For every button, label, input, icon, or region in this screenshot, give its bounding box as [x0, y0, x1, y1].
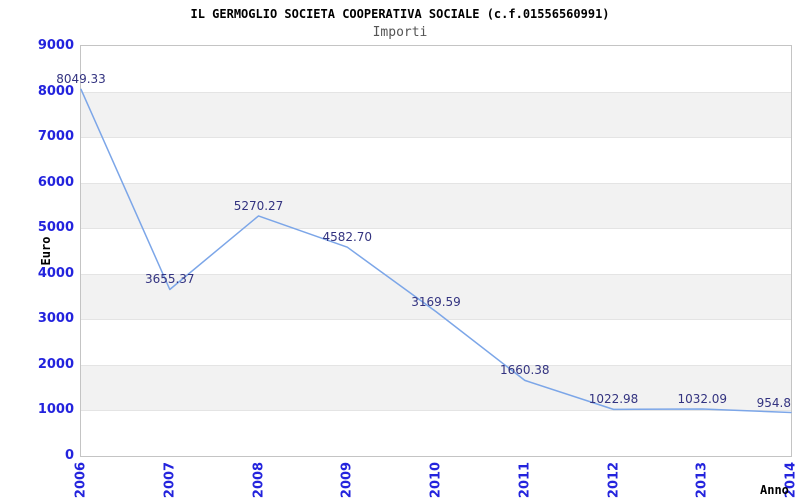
x-tick-label: 2006 [73, 461, 89, 499]
x-tick-label: 2008 [251, 461, 266, 499]
y-tick-label: 2000 [37, 356, 74, 372]
y-tick-label: 1000 [37, 402, 74, 418]
y-tick-label: 4000 [37, 265, 74, 281]
gridline [81, 410, 791, 412]
plot-band [81, 91, 791, 138]
point-label: 3655.37 [144, 272, 195, 287]
y-tick-label: 3000 [37, 311, 74, 327]
gridline [81, 182, 791, 184]
y-tick-label: 7000 [37, 129, 74, 145]
x-tick-label: 2012 [606, 461, 621, 499]
y-tick-label: 5000 [37, 220, 74, 236]
point-label: 5270.27 [233, 198, 284, 213]
point-label: 1660.38 [499, 363, 550, 378]
gridline [81, 137, 791, 139]
x-tick-label: 2011 [517, 461, 533, 499]
chart-subtitle: Importi [372, 25, 428, 40]
chart-title: IL GERMOGLIO SOCIETA COOPERATIVA SOCIALE… [190, 7, 610, 21]
y-tick-label: 8000 [37, 83, 74, 99]
plot-band [81, 182, 791, 229]
y-axis-title: Euro [39, 236, 53, 266]
y-tick-label: 6000 [37, 174, 74, 190]
plot-band [81, 364, 791, 411]
data-line [80, 88, 792, 414]
gridline [81, 364, 791, 366]
x-tick-label: 2007 [162, 461, 178, 499]
line-series [80, 88, 792, 414]
x-axis-title: Anno [760, 483, 789, 497]
x-tick-label: 2009 [339, 461, 355, 499]
plot-area: 8049.33 3655.37 5270.27 4582.70 3169.59 1660.… [56, 45, 792, 457]
point-label: 954.8 [756, 395, 791, 410]
point-label: 1032.09 [677, 391, 728, 406]
gridline [81, 319, 791, 321]
y-tick-label: 0 [64, 448, 74, 463]
point-label: 8049.33 [56, 72, 106, 87]
point-label: 4582.70 [322, 230, 373, 245]
point-label: 3169.59 [411, 294, 461, 309]
gridline [81, 273, 791, 275]
y-tick-label: 9000 [37, 38, 74, 53]
gridline [81, 228, 791, 230]
x-tick-label: 2010 [428, 461, 444, 499]
point-label: 1022.98 [588, 392, 639, 407]
x-tick-label: 2013 [694, 461, 710, 499]
gridline [81, 91, 791, 93]
